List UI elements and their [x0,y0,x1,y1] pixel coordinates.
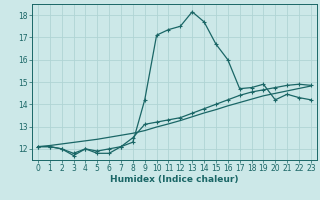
X-axis label: Humidex (Indice chaleur): Humidex (Indice chaleur) [110,175,239,184]
